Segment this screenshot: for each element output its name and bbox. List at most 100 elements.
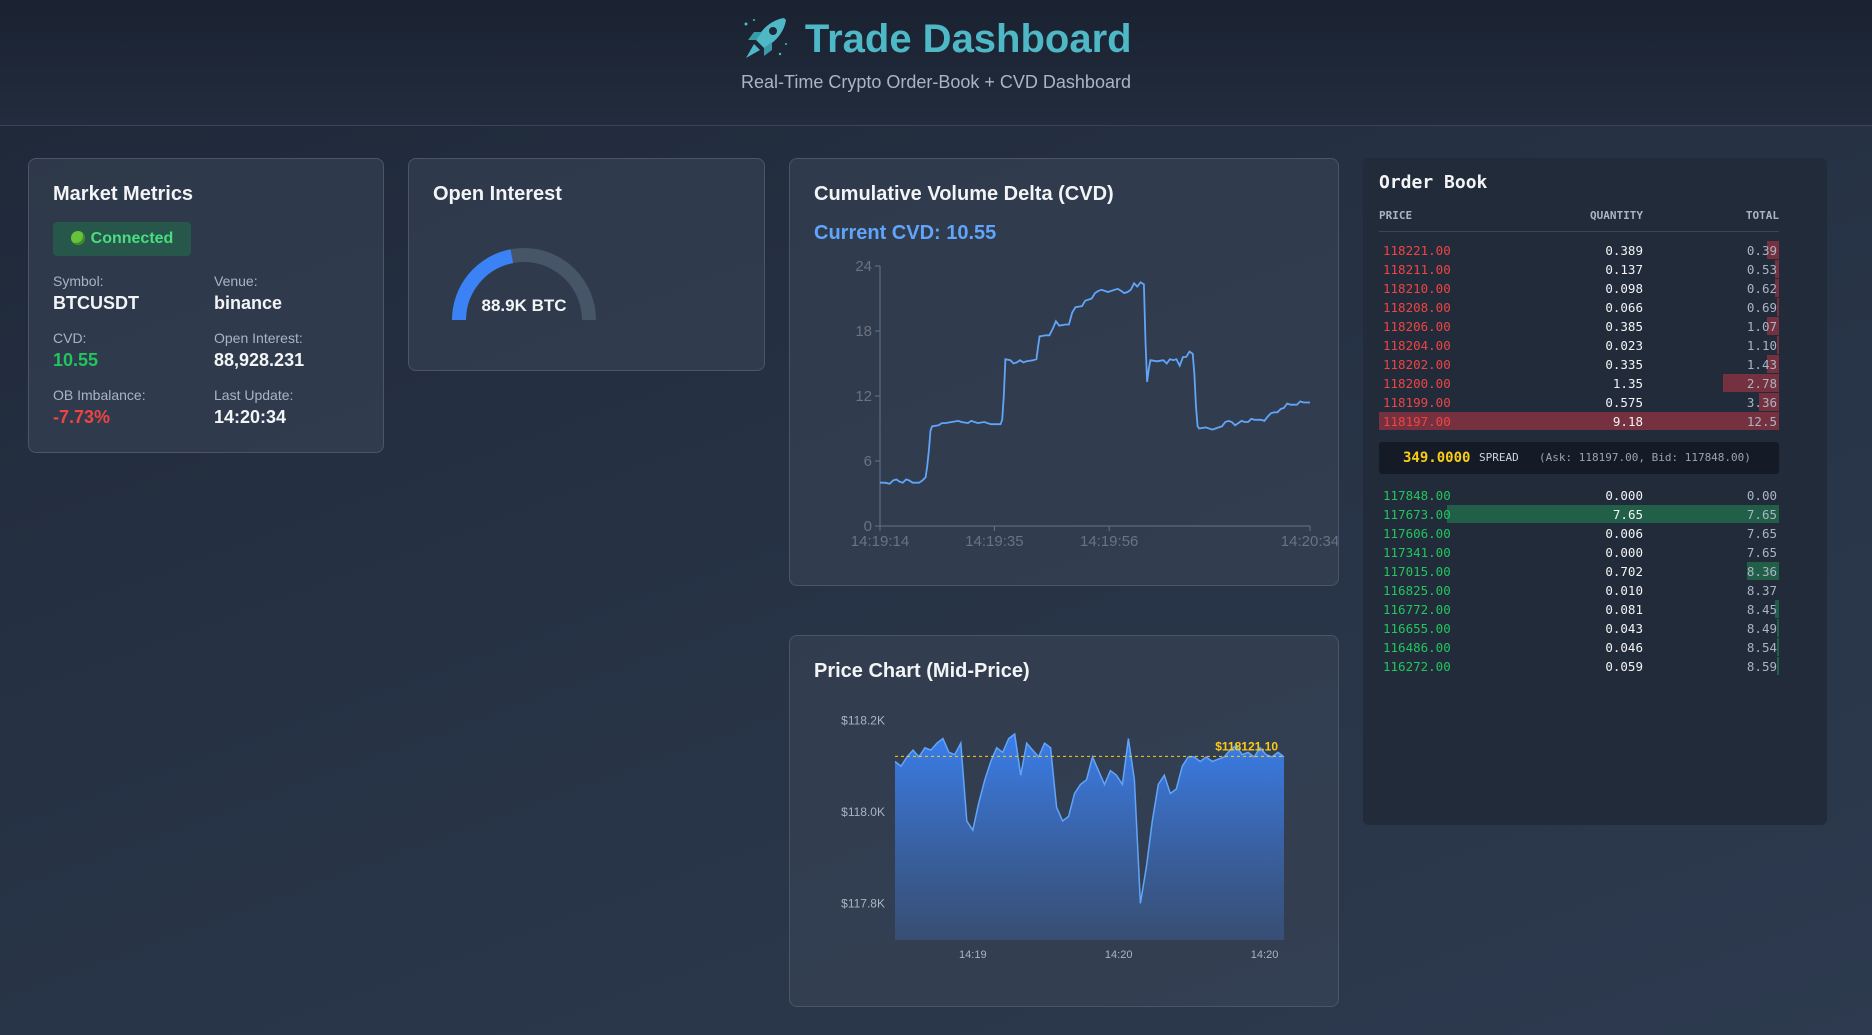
bid-qty: 0.043 xyxy=(1605,621,1643,636)
metric-ob-imbalance: OB Imbalance: -7.73% xyxy=(53,387,146,428)
cvd-chart-card: Cumulative Volume Delta (CVD) Current CV… xyxy=(789,158,1339,586)
app-title: Trade Dashboard xyxy=(804,16,1132,61)
ask-price: 118202.00 xyxy=(1383,357,1451,372)
bid-total: 0.00 xyxy=(1746,488,1777,503)
bid-price: 117606.00 xyxy=(1383,526,1451,541)
bid-price: 116486.00 xyxy=(1383,640,1451,655)
depth-bar xyxy=(1767,355,1779,373)
metric-label: Venue: xyxy=(214,273,258,289)
y-tick-label: 18 xyxy=(855,323,872,340)
ask-total: 0.69 xyxy=(1746,300,1777,315)
status-text: Connected xyxy=(90,230,174,247)
ask-price: 118204.00 xyxy=(1383,338,1451,353)
bid-row[interactable]: 117015.00 0.702 8.36 xyxy=(1379,562,1779,581)
y-tick-label: $117.8K xyxy=(841,896,885,910)
col-header-price: PRICE xyxy=(1379,209,1413,222)
y-tick-label: 6 xyxy=(864,453,872,470)
depth-bar xyxy=(1775,600,1779,618)
app-subtitle: Real-Time Crypto Order-Book + CVD Dashbo… xyxy=(741,72,1131,92)
bid-price: 117341.00 xyxy=(1383,545,1451,560)
y-tick-label: 24 xyxy=(855,258,872,275)
bid-row[interactable]: 117341.00 0.000 7.65 xyxy=(1379,543,1779,562)
depth-bar xyxy=(1775,279,1779,297)
ask-total: 12.5 xyxy=(1746,414,1777,429)
card-title: Price Chart (Mid-Price) xyxy=(814,660,1030,682)
depth-bar xyxy=(1777,638,1779,656)
bid-row[interactable]: 116486.00 0.046 8.54 xyxy=(1379,638,1779,657)
bid-qty: 7.65 xyxy=(1612,507,1643,522)
bid-qty: 0.006 xyxy=(1605,526,1643,541)
ask-row[interactable]: 118211.00 0.137 0.53 xyxy=(1379,260,1779,279)
metric-value: BTCUSDT xyxy=(53,293,139,313)
depth-bar xyxy=(1747,562,1779,580)
bid-qty: 0.010 xyxy=(1605,583,1643,598)
price-area-fill xyxy=(895,734,1284,940)
ask-qty: 0.066 xyxy=(1605,300,1643,315)
bid-row[interactable]: 116825.00 0.010 8.37 xyxy=(1379,581,1779,600)
metric-value: binance xyxy=(214,293,283,313)
current-cvd-text: Current CVD: 10.55 xyxy=(814,222,997,244)
spread-label: SPREAD xyxy=(1479,451,1519,464)
ask-price: 118210.00 xyxy=(1383,281,1451,296)
ask-qty: 1.35 xyxy=(1612,376,1643,391)
ask-row[interactable]: 118221.00 0.389 0.39 xyxy=(1379,241,1779,260)
bid-total: 8.54 xyxy=(1746,640,1777,655)
market-metrics-card: Market Metrics Connected Symbol: BTCUSDT… xyxy=(28,158,384,453)
bid-price: 117015.00 xyxy=(1383,564,1451,579)
ask-total: 0.53 xyxy=(1746,262,1777,277)
depth-bar xyxy=(1777,336,1779,354)
ask-row[interactable]: 118210.00 0.098 0.62 xyxy=(1379,279,1779,298)
bid-row[interactable]: 116772.00 0.081 8.45 xyxy=(1379,600,1779,619)
bid-total: 7.65 xyxy=(1746,545,1777,560)
ask-price: 118197.00 xyxy=(1383,414,1451,429)
ask-total: 3.36 xyxy=(1746,395,1777,410)
ask-row[interactable]: 118206.00 0.385 1.07 xyxy=(1379,317,1779,336)
depth-bar xyxy=(1767,241,1779,259)
depth-bar xyxy=(1723,374,1779,392)
bid-total: 8.37 xyxy=(1746,583,1777,598)
spread-value: 349.0000 xyxy=(1403,450,1471,466)
ask-row[interactable]: 118199.00 0.575 3.36 xyxy=(1379,393,1779,412)
ask-row[interactable]: 118202.00 0.335 1.43 xyxy=(1379,355,1779,374)
ask-price: 118199.00 xyxy=(1383,395,1451,410)
ask-total: 1.10 xyxy=(1746,338,1777,353)
bid-row[interactable]: 117848.00 0.000 0.00 xyxy=(1379,486,1779,505)
bid-qty: 0.046 xyxy=(1605,640,1643,655)
y-tick-label: 0 xyxy=(864,518,872,535)
bid-qty: 0.081 xyxy=(1605,602,1643,617)
x-tick-label: 14:19 xyxy=(959,949,987,961)
ask-row[interactable]: 118200.00 1.35 2.78 xyxy=(1379,374,1779,393)
bid-row[interactable]: 116655.00 0.043 8.49 xyxy=(1379,619,1779,638)
metric-label: Symbol: xyxy=(53,273,104,289)
bid-row[interactable]: 116272.00 0.059 8.59 xyxy=(1379,657,1779,676)
ask-row[interactable]: 118208.00 0.066 0.69 xyxy=(1379,298,1779,317)
bid-price: 116272.00 xyxy=(1383,659,1451,674)
ask-price: 118211.00 xyxy=(1383,262,1451,277)
bid-total: 8.36 xyxy=(1746,564,1777,579)
ask-qty: 0.137 xyxy=(1605,262,1643,277)
bid-qty: 0.702 xyxy=(1605,564,1643,579)
y-tick-label: $118.0K xyxy=(841,805,885,819)
ask-row[interactable]: 118204.00 0.023 1.10 xyxy=(1379,336,1779,355)
ask-price: 118221.00 xyxy=(1383,243,1451,258)
bid-total: 8.49 xyxy=(1746,621,1777,636)
gauge-value-text: 88.9K BTC xyxy=(481,296,566,315)
bid-qty: 0.000 xyxy=(1605,545,1643,560)
metric-value: -7.73% xyxy=(53,407,111,427)
card-title: Market Metrics xyxy=(53,183,194,205)
bid-row[interactable]: 117673.00 7.65 7.65 xyxy=(1379,505,1779,524)
ask-price: 118208.00 xyxy=(1383,300,1451,315)
bid-total: 8.59 xyxy=(1746,659,1777,674)
ask-total: 1.43 xyxy=(1746,357,1777,372)
x-tick-label: 14:20:34 xyxy=(1281,533,1338,550)
metric-cvd: CVD: 10.55 xyxy=(53,330,98,371)
title-row: Trade Dashboard xyxy=(0,14,1872,64)
rocket-icon xyxy=(744,18,788,58)
bid-price: 117673.00 xyxy=(1383,507,1451,522)
bid-row[interactable]: 117606.00 0.006 7.65 xyxy=(1379,524,1779,543)
metric-open-interest: Open Interest: 88,928.231 xyxy=(214,330,304,371)
ask-total: 2.78 xyxy=(1746,376,1777,391)
metric-value: 88,928.231 xyxy=(214,350,305,370)
metric-label: Open Interest: xyxy=(214,330,303,346)
ask-row[interactable]: 118197.00 9.18 12.5 xyxy=(1379,412,1779,431)
